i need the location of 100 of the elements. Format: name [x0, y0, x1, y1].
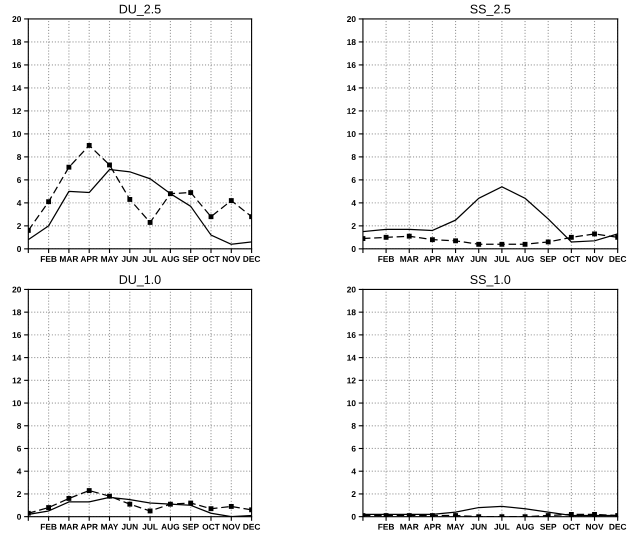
point — [228, 198, 234, 204]
y-tick-label: 10 — [347, 131, 356, 137]
x-tick-label: DEC — [243, 524, 260, 530]
x-tick-label: MAR — [60, 256, 78, 262]
y-tick-label: 16 — [347, 332, 356, 338]
x-tick-label: APR — [80, 524, 98, 530]
x-tick-label: FEB — [40, 524, 57, 530]
y-tick-label: 8 — [352, 154, 356, 160]
point — [127, 196, 132, 202]
point — [406, 234, 412, 239]
y-tick-label: 10 — [12, 400, 22, 406]
point — [86, 142, 92, 148]
point — [476, 242, 482, 247]
x-tick-label: AUG — [516, 524, 534, 530]
x-tick-label: MAR — [60, 524, 78, 530]
point — [148, 508, 153, 514]
point — [208, 214, 214, 220]
x-tick-label: AUG — [161, 256, 180, 262]
x-tick-label: JUN — [122, 524, 138, 530]
y-tick-label: 2 — [352, 223, 356, 229]
y-tick-label: 18 — [347, 309, 356, 316]
x-tick-label: OCT — [562, 256, 580, 262]
x-tick-label: DEC — [609, 524, 626, 530]
x-tick-label: APR — [424, 524, 442, 530]
point — [168, 191, 173, 196]
y-tick-label: 2 — [17, 223, 22, 229]
x-tick-label: AUG — [516, 256, 534, 262]
y-tick-label: 4 — [351, 468, 356, 474]
x-tick-label: MAY — [447, 256, 464, 262]
x-tick-label: JUN — [470, 256, 486, 262]
point — [188, 500, 194, 506]
y-tick-label: 4 — [351, 200, 356, 206]
point — [499, 242, 504, 247]
y-tick-label: 14 — [12, 85, 22, 91]
y-tick-label: 4 — [16, 200, 22, 206]
x-tick-label: OCT — [202, 256, 220, 262]
y-tick-label: 0 — [352, 514, 356, 520]
x-tick-label: SEP — [540, 524, 556, 530]
point — [66, 164, 72, 170]
y-tick-label: 6 — [17, 446, 22, 452]
x-tick-label: NOV — [586, 524, 604, 530]
point — [188, 190, 194, 195]
y-tick-label: 16 — [347, 62, 356, 68]
y-tick-label: 6 — [17, 177, 22, 183]
y-tick-label: 8 — [352, 422, 356, 429]
y-tick-label: 6 — [352, 446, 356, 452]
y-tick-label: 14 — [347, 354, 356, 361]
chart-title: SS_1.0 — [470, 275, 510, 286]
point — [127, 502, 132, 507]
y-tick-label: 2 — [17, 491, 22, 497]
chart-title: SS_2.5 — [470, 4, 510, 16]
x-tick-label: JUN — [122, 256, 138, 262]
y-tick-label: 14 — [347, 85, 356, 91]
point — [384, 234, 389, 240]
point — [168, 502, 173, 507]
y-tick-label: 20 — [12, 16, 22, 22]
x-tick-label: JUL — [494, 524, 510, 530]
x-tick-label: JUL — [142, 256, 158, 262]
y-tick-label: 2 — [352, 491, 356, 497]
x-tick-label: JUN — [470, 524, 486, 530]
point — [107, 494, 112, 499]
x-tick-label: NOV — [586, 256, 604, 262]
x-tick-label: MAR — [400, 524, 419, 530]
x-tick-label: MAR — [400, 256, 419, 262]
point — [522, 242, 528, 247]
y-tick-label: 20 — [347, 16, 356, 22]
y-tick-label: 6 — [352, 177, 356, 183]
point — [66, 496, 72, 501]
y-tick-label: 20 — [12, 286, 22, 293]
y-tick-label: 16 — [12, 62, 22, 68]
point — [546, 240, 551, 244]
x-tick-label: SEP — [182, 256, 199, 262]
x-tick-label: FEB — [378, 524, 394, 530]
point — [592, 231, 597, 236]
point — [107, 162, 112, 168]
y-tick-label: 12 — [347, 378, 356, 384]
point — [568, 234, 574, 240]
y-tick-label: 12 — [12, 378, 22, 384]
point — [46, 505, 52, 510]
y-tick-label: 18 — [12, 39, 22, 46]
chart-title: DU_1.0 — [120, 275, 161, 286]
x-tick-label: NOV — [222, 524, 240, 530]
point — [46, 199, 52, 204]
x-tick-label: APR — [80, 256, 98, 262]
point — [86, 488, 92, 493]
y-tick-label: 10 — [12, 131, 22, 137]
y-tick-label: 18 — [12, 309, 22, 316]
x-tick-label: FEB — [40, 256, 57, 262]
x-tick-label: DEC — [243, 256, 260, 262]
y-tick-label: 0 — [17, 514, 22, 520]
x-tick-label: OCT — [562, 524, 580, 530]
y-tick-label: 4 — [16, 468, 22, 474]
x-tick-label: FEB — [378, 256, 394, 262]
y-tick-label: 8 — [16, 422, 22, 429]
y-tick-label: 18 — [347, 39, 356, 46]
point — [228, 504, 234, 509]
y-tick-label: 12 — [347, 108, 356, 114]
y-tick-label: 0 — [352, 246, 356, 252]
x-tick-label: JUL — [494, 256, 510, 262]
y-tick-label: 14 — [12, 354, 22, 361]
